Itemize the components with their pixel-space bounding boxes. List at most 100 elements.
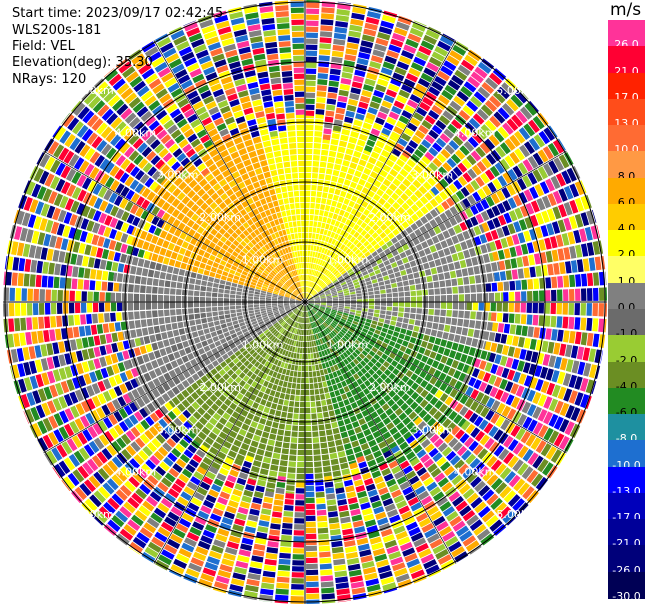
range-gate	[347, 167, 356, 175]
range-gate	[513, 347, 521, 359]
range-gate	[282, 77, 293, 84]
range-gate	[450, 425, 461, 436]
range-gate	[89, 494, 102, 508]
range-gate	[199, 19, 214, 29]
range-gate	[285, 388, 291, 394]
range-gate	[468, 117, 481, 130]
range-gate	[332, 226, 338, 233]
range-gate	[124, 175, 135, 187]
range-gate	[313, 270, 317, 276]
range-gate	[252, 47, 265, 55]
range-gate	[91, 382, 101, 395]
range-gate	[226, 55, 240, 64]
range-gate	[305, 527, 317, 534]
range-gate	[338, 401, 345, 408]
range-gate	[523, 230, 532, 242]
range-gate	[448, 541, 462, 553]
range-gate	[345, 551, 359, 560]
range-gate	[455, 269, 463, 278]
range-gate	[58, 341, 66, 354]
range-gate	[296, 383, 301, 390]
range-gate	[518, 336, 525, 348]
range-gate	[397, 281, 403, 287]
range-gate	[484, 437, 495, 450]
range-gate	[422, 296, 429, 302]
range-gate	[464, 311, 470, 319]
range-gate	[284, 95, 294, 101]
range-gate	[203, 30, 218, 40]
range-gate	[225, 505, 237, 514]
range-gate	[153, 507, 167, 519]
range-gate	[168, 467, 180, 478]
range-gate	[502, 122, 514, 135]
range-gate	[347, 497, 358, 505]
range-gate	[306, 20, 319, 27]
range-gate	[42, 434, 54, 449]
range-gate	[320, 569, 333, 576]
range-gate	[356, 139, 366, 147]
range-gate	[475, 202, 485, 213]
range-gate	[465, 386, 474, 397]
range-gate	[335, 158, 343, 165]
range-gate	[407, 273, 414, 280]
range-gate	[305, 142, 313, 149]
range-gate	[343, 179, 351, 187]
range-gate	[75, 290, 81, 302]
range-gate	[497, 214, 507, 226]
range-gate	[306, 44, 318, 51]
range-gate	[97, 467, 110, 481]
range-gate	[452, 286, 458, 294]
range-gate	[386, 297, 393, 302]
range-gate	[459, 145, 470, 156]
range-gate	[55, 236, 63, 249]
range-gate	[122, 340, 130, 350]
range-gate	[81, 361, 90, 373]
range-gate	[79, 230, 88, 243]
range-gate	[426, 275, 433, 283]
range-gate	[424, 328, 432, 335]
range-gate	[290, 437, 298, 443]
range-gate	[306, 14, 319, 21]
range-gate	[562, 289, 569, 301]
range-gate	[321, 399, 327, 406]
range-gate	[528, 100, 539, 113]
range-gate	[101, 143, 112, 156]
range-gate	[322, 411, 329, 418]
range-gate	[445, 317, 452, 325]
range-gate	[390, 278, 397, 284]
range-gate	[486, 208, 495, 219]
range-gate	[305, 419, 311, 426]
velocity-sectors	[110, 114, 504, 494]
range-gate	[424, 443, 435, 453]
range-gate	[102, 323, 110, 334]
range-gate	[276, 23, 290, 30]
range-gate	[305, 220, 309, 227]
range-gate	[480, 350, 488, 360]
range-gate	[61, 328, 68, 340]
range-gate	[439, 35, 454, 47]
range-gate	[133, 121, 145, 133]
range-gate	[351, 440, 360, 448]
range-gate	[580, 180, 587, 194]
range-gate	[396, 476, 408, 485]
range-gate	[532, 391, 542, 405]
range-gate	[205, 471, 216, 480]
range-gate	[160, 497, 173, 509]
range-gate	[258, 442, 267, 450]
range-gate	[496, 202, 506, 214]
range-gate	[480, 406, 490, 418]
range-gate	[305, 437, 312, 444]
range-gate	[243, 107, 254, 115]
range-gate	[542, 354, 551, 366]
range-gate	[374, 309, 380, 314]
range-gate	[82, 110, 95, 124]
range-gate	[142, 446, 153, 457]
range-gate	[512, 335, 519, 347]
range-gate	[331, 245, 337, 252]
range-gate	[120, 433, 132, 445]
range-gate	[319, 31, 333, 38]
range-gate	[548, 355, 557, 368]
range-gate	[449, 325, 457, 334]
range-gate	[47, 400, 57, 414]
range-gate	[63, 211, 73, 225]
